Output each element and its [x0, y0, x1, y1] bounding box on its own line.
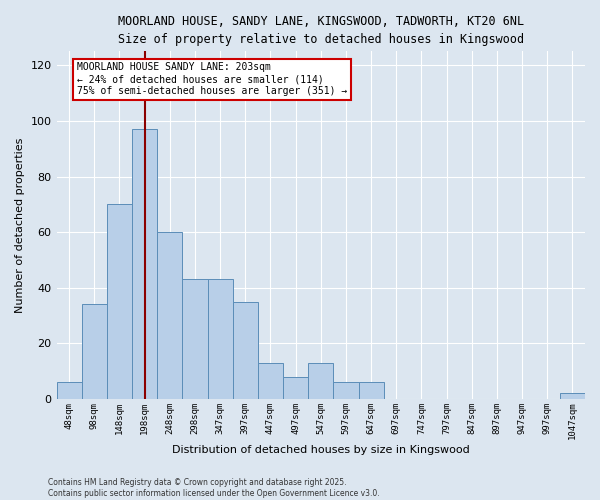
Bar: [233, 302, 258, 399]
Bar: [182, 280, 208, 399]
Bar: [359, 382, 383, 399]
Bar: [334, 382, 359, 399]
Bar: [82, 304, 107, 399]
Bar: [208, 280, 233, 399]
Bar: [308, 363, 334, 399]
Bar: [56, 382, 82, 399]
Bar: [157, 232, 182, 399]
Bar: [132, 129, 157, 399]
Title: MOORLAND HOUSE, SANDY LANE, KINGSWOOD, TADWORTH, KT20 6NL
Size of property relat: MOORLAND HOUSE, SANDY LANE, KINGSWOOD, T…: [118, 15, 524, 46]
Bar: [107, 204, 132, 399]
Bar: [283, 377, 308, 399]
Text: Contains HM Land Registry data © Crown copyright and database right 2025.
Contai: Contains HM Land Registry data © Crown c…: [48, 478, 380, 498]
Bar: [560, 394, 585, 399]
Bar: [258, 363, 283, 399]
Y-axis label: Number of detached properties: Number of detached properties: [15, 138, 25, 313]
Text: MOORLAND HOUSE SANDY LANE: 203sqm
← 24% of detached houses are smaller (114)
75%: MOORLAND HOUSE SANDY LANE: 203sqm ← 24% …: [77, 62, 347, 96]
X-axis label: Distribution of detached houses by size in Kingswood: Distribution of detached houses by size …: [172, 445, 470, 455]
